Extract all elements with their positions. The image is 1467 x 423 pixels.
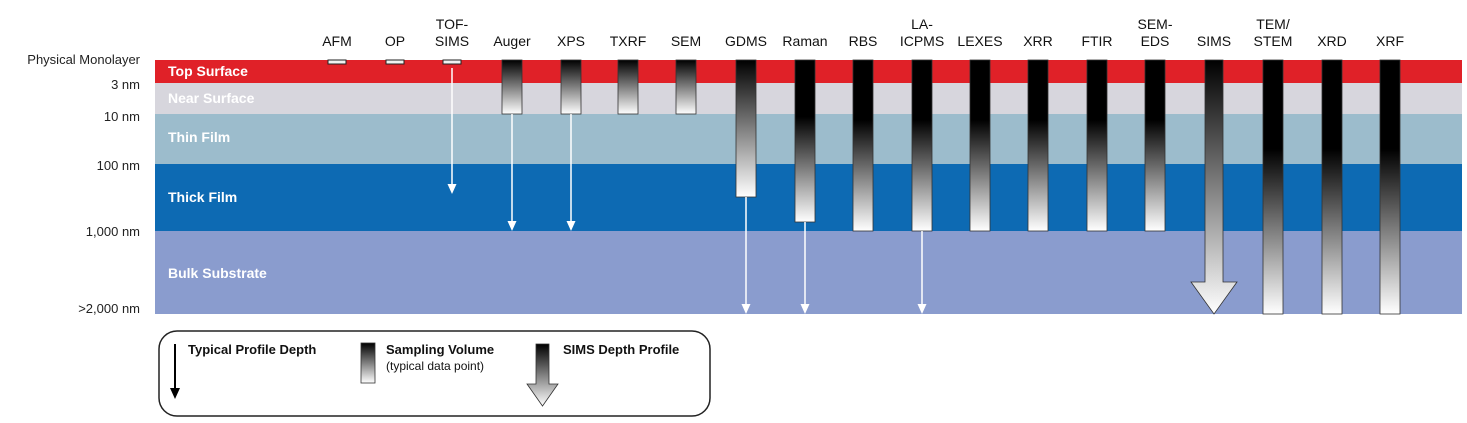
technique-auger: Auger [493,33,531,231]
technique-txrf: TXRF [610,33,647,115]
technique-label: STEM [1254,33,1293,49]
technique-op: OP [385,33,405,65]
sampling-volume-bar [794,59,816,223]
sampling-volume-bar [1027,59,1049,232]
legend-sims-profile-label: SIMS Depth Profile [563,342,679,357]
sampling-volume-bar [852,59,874,232]
layer-label: Thick Film [168,189,237,205]
sampling-volume-bar [617,59,639,115]
legend-sampling-bar-icon [360,342,376,384]
profile-depth-arrow-head [447,184,457,194]
legend: Typical Profile Depth Sampling Volume (t… [158,330,711,417]
sampling-volume-bar [735,59,757,198]
technique-xps: XPS [557,33,585,231]
sampling-volume-bar [1262,59,1284,315]
technique-gdms: GDMS [725,33,767,314]
technique-raman: Raman [782,33,828,314]
technique-label: Raman [782,33,827,49]
layer-label: Top Surface [168,63,248,79]
technique-lexes: LEXES [957,33,1003,232]
depth-label: 1,000 nm [86,224,140,239]
technique-label: SEM [671,33,701,49]
technique-xrr: XRR [1023,33,1053,232]
technique-sims: SIMS [1190,33,1238,315]
sampling-volume-bar [442,59,462,65]
technique-label: ICPMS [900,33,944,49]
sampling-volume-bar [560,59,582,115]
layer-label: Thin Film [168,129,230,145]
depth-labels: Physical Monolayer 3 nm 10 nm 100 nm 1,000 n… [27,52,140,316]
technique-label: Auger [493,33,531,49]
layer-band-bulk-substrate [155,231,1462,314]
technique-rbs: RBS [849,33,878,232]
technique-label: AFM [322,33,352,49]
technique-label: TXRF [610,33,647,49]
technique-label: SEM- [1138,16,1173,32]
technique-label: RBS [849,33,878,49]
legend-arrow-head-icon [170,388,180,399]
technique-label: XRF [1376,33,1404,49]
technique-label: FTIR [1081,33,1112,49]
profile-depth-arrow-head [507,221,517,231]
layer-label: Bulk Substrate [168,265,267,281]
layer-labels: Top Surface Near Surface Thin Film Thick Fi… [168,63,267,281]
profile-depth-arrow-head [566,221,576,231]
technique-label: TEM/ [1256,16,1290,32]
technique-label: SIMS [1197,33,1231,49]
technique-label: LA- [911,16,933,32]
legend-sampling-volume-note: (typical data point) [386,359,484,373]
technique-ftir: FTIR [1081,33,1113,232]
legend-frame [158,330,711,417]
sampling-volume-bar [1086,59,1108,232]
sampling-volume-bar [327,59,347,65]
technique-label: SIMS [435,33,469,49]
technique-label: TOF- [436,16,469,32]
technique-label: XRD [1317,33,1347,49]
depth-label: >2,000 nm [78,301,140,316]
sampling-volume-bar [1379,59,1401,315]
technique-label: EDS [1141,33,1170,49]
technique-label: XRR [1023,33,1053,49]
technique-label: LEXES [957,33,1002,49]
depth-label: 3 nm [111,77,140,92]
depth-label: 10 nm [104,109,140,124]
technique-xrd: XRD [1317,33,1347,315]
technique-label: XPS [557,33,585,49]
technique-la-icpms: LA-ICPMS [900,16,944,314]
technique-label: GDMS [725,33,767,49]
depth-label: Physical Monolayer [27,52,140,67]
sampling-volume-bar [1144,59,1166,232]
profile-depth-arrow-head [800,304,810,314]
sampling-volume-bar [969,59,991,232]
layer-label: Near Surface [168,90,255,106]
technique-xrf: XRF [1376,33,1404,315]
technique-sem-eds: SEM-EDS [1138,16,1173,232]
technique-tof-sims: TOF-SIMS [435,16,469,194]
sampling-volume-bar [501,59,523,115]
legend-profile-depth-label: Typical Profile Depth [188,342,316,357]
sims-depth-profile-arrow [1190,59,1238,315]
sampling-volume-bar [675,59,697,115]
depth-label: 100 nm [97,158,140,173]
technique-tem-stem: TEM/STEM [1254,16,1293,315]
sampling-volume-bar [1321,59,1343,315]
profile-depth-arrow-head [917,304,927,314]
profile-depth-arrow-head [741,304,751,314]
sampling-volume-bar [385,59,405,65]
sampling-volume-bar [911,59,933,232]
technique-sem: SEM [671,33,701,115]
layer-bands [155,60,1462,314]
technique-afm: AFM [322,33,352,65]
legend-sims-arrow-icon [526,343,559,407]
legend-sampling-volume-label: Sampling Volume [386,342,494,357]
technique-label: OP [385,33,405,49]
